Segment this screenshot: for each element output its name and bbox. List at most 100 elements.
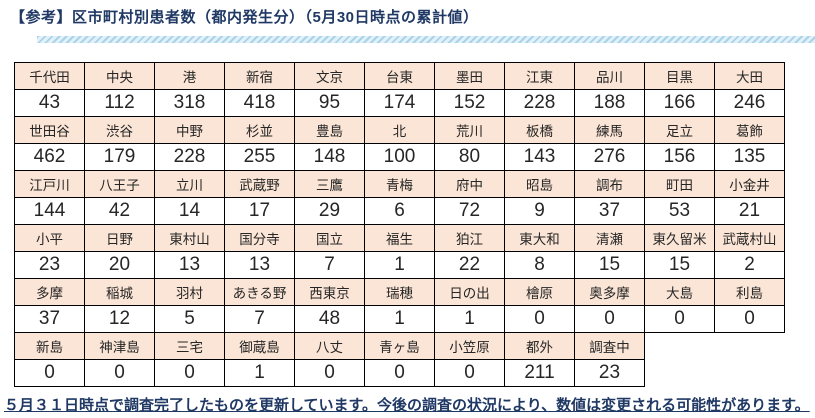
patient-count-cell: 0 — [14, 359, 85, 387]
area-name-cell: 武蔵村山 — [714, 224, 785, 252]
patient-count-row: 462 179 228 255 148 100 80 143 276 156 135 — [14, 143, 785, 171]
patient-count-cell: 72 — [434, 197, 505, 225]
patient-count-cell: 246 — [714, 89, 785, 117]
patient-count-cell: 1 — [434, 305, 505, 333]
area-name-cell: 青ヶ島 — [364, 332, 435, 360]
patient-count-cell: 0 — [154, 359, 225, 387]
area-name-cell: 稲城 — [84, 278, 155, 306]
area-name-cell: 瑞穂 — [364, 278, 435, 306]
area-name-cell: 世田谷 — [14, 116, 85, 144]
area-name-cell: 日野 — [84, 224, 155, 252]
patient-count-cell: 228 — [154, 143, 225, 171]
patient-count-cell: 0 — [84, 359, 155, 387]
area-name-cell: 小平 — [14, 224, 85, 252]
area-name-cell: 羽村 — [154, 278, 225, 306]
patient-count-cell: 80 — [434, 143, 505, 171]
patient-count-cell: 14 — [154, 197, 225, 225]
area-name-cell: 狛江 — [434, 224, 505, 252]
patient-count-cell: 0 — [504, 305, 575, 333]
area-name-row: 千代田 中央港新宿 文京 台東 墨田 江東 品川 目黒 大田 — [14, 62, 785, 90]
area-name-cell: 渋谷 — [84, 116, 155, 144]
patient-count-cell: 0 — [434, 359, 505, 387]
area-name-row: 多摩 稲城 羽村 あきる野 西東京 瑞穂 日の出 檜原 奥多摩 大島 利島 — [14, 278, 785, 306]
footer-note: ５月３１日時点で調査完了したものを更新しています。今後の調査の状況により、数値は… — [4, 397, 810, 414]
area-name-cell: 日の出 — [434, 278, 505, 306]
patient-count-cell: 29 — [294, 197, 365, 225]
area-name-cell: 都外 — [504, 332, 575, 360]
area-name-row: 江戸川 八王子 立川 武蔵野 三鷹 青梅 府中 昭島 調布 町田 小金井 — [14, 170, 785, 198]
area-name-cell: 足立 — [644, 116, 715, 144]
area-name-cell: 練馬 — [574, 116, 645, 144]
patient-count-cell: 13 — [154, 251, 225, 279]
patient-count-cell: 43 — [14, 89, 85, 117]
area-name-cell: 多摩 — [14, 278, 85, 306]
patient-count-cell: 228 — [504, 89, 575, 117]
striped-divider — [37, 36, 815, 43]
area-name-cell: 東久留米 — [644, 224, 715, 252]
area-name-cell: 町田 — [644, 170, 715, 198]
patient-count-cell: 188 — [574, 89, 645, 117]
patient-count-cell: 143 — [504, 143, 575, 171]
patient-count-cell: 22 — [434, 251, 505, 279]
patient-count-cell: 23 — [574, 359, 645, 387]
area-name-cell: 府中 — [434, 170, 505, 198]
area-name-cell: 檜原 — [504, 278, 575, 306]
area-name-cell: 小金井 — [714, 170, 785, 198]
patient-count-cell: 8 — [504, 251, 575, 279]
patient-count-cell: 0 — [714, 305, 785, 333]
area-name-cell: 三鷹 — [294, 170, 365, 198]
area-name-cell: 調査中 — [574, 332, 645, 360]
page-title: 【参考】区市町村別患者数（都内発生分）（5月30日時点の累計値） — [10, 9, 479, 26]
area-name-cell: 葛飾 — [714, 116, 785, 144]
area-name-cell: 江戸川 — [14, 170, 85, 198]
patient-count-row: 43 112 318 418 95 174 152 228 188 166 246 — [14, 89, 785, 117]
area-name-cell: 昭島 — [504, 170, 575, 198]
area-name-cell: 西東京 — [294, 278, 365, 306]
patient-count-row: 23 20 13 13 7 1 22 8 15 15 2 — [14, 251, 785, 279]
patient-count-row: 37 12 5 7 48 1 1 0 0 0 0 — [14, 305, 785, 333]
patient-count-table: 千代田 中央港新宿 文京 台東 墨田 江東 品川 目黒 大田 43 112 318 418 95 174 15… — [14, 62, 785, 387]
patient-count-cell: 7 — [294, 251, 365, 279]
patient-count-cell: 112 — [84, 89, 155, 117]
patient-count-cell: 42 — [84, 197, 155, 225]
patient-count-cell: 6 — [364, 197, 435, 225]
patient-count-cell: 1 — [224, 359, 295, 387]
patient-count-cell: 148 — [294, 143, 365, 171]
patient-count-cell: 255 — [224, 143, 295, 171]
area-name-cell: 台東 — [364, 62, 435, 90]
area-name-cell: 荒川 — [434, 116, 505, 144]
patient-count-cell: 95 — [294, 89, 365, 117]
area-name-cell: 豊島 — [294, 116, 365, 144]
patient-count-cell: 0 — [574, 305, 645, 333]
patient-count-cell: 179 — [84, 143, 155, 171]
patient-count-cell: 276 — [574, 143, 645, 171]
area-name-cell: 国立 — [294, 224, 365, 252]
area-name-cell: 新宿 — [224, 62, 295, 90]
patient-count-cell: 21 — [714, 197, 785, 225]
table-body: 千代田 中央港新宿 文京 台東 墨田 江東 品川 目黒 大田 43 112 318 418 95 174 15… — [14, 62, 785, 387]
patient-count-cell: 53 — [644, 197, 715, 225]
patient-count-cell: 318 — [154, 89, 225, 117]
area-name-cell: 調布 — [574, 170, 645, 198]
area-name-cell: 板橋 — [504, 116, 575, 144]
patient-count-cell: 7 — [224, 305, 295, 333]
area-name-cell: 小笠原 — [434, 332, 505, 360]
patient-count-cell: 0 — [644, 305, 715, 333]
patient-count-cell: 100 — [364, 143, 435, 171]
patient-count-cell: 5 — [154, 305, 225, 333]
patient-count-cell: 9 — [504, 197, 575, 225]
patient-count-cell: 135 — [714, 143, 785, 171]
area-name-cell: 八丈 — [294, 332, 365, 360]
area-name-cell: 八王子 — [84, 170, 155, 198]
patient-count-cell: 211 — [504, 359, 575, 387]
patient-count-cell: 1 — [364, 305, 435, 333]
patient-count-cell: 174 — [364, 89, 435, 117]
area-name-cell: 港 — [154, 62, 225, 90]
patient-count-cell: 48 — [294, 305, 365, 333]
patient-count-cell: 15 — [574, 251, 645, 279]
area-name-cell: 墨田 — [434, 62, 505, 90]
patient-count-cell: 156 — [644, 143, 715, 171]
area-name-cell: 三宅 — [154, 332, 225, 360]
patient-count-cell: 166 — [644, 89, 715, 117]
area-name-row: 世田谷 渋谷 中野 杉並 豊島北荒川 板橋 練馬 足立 葛飾 — [14, 116, 785, 144]
